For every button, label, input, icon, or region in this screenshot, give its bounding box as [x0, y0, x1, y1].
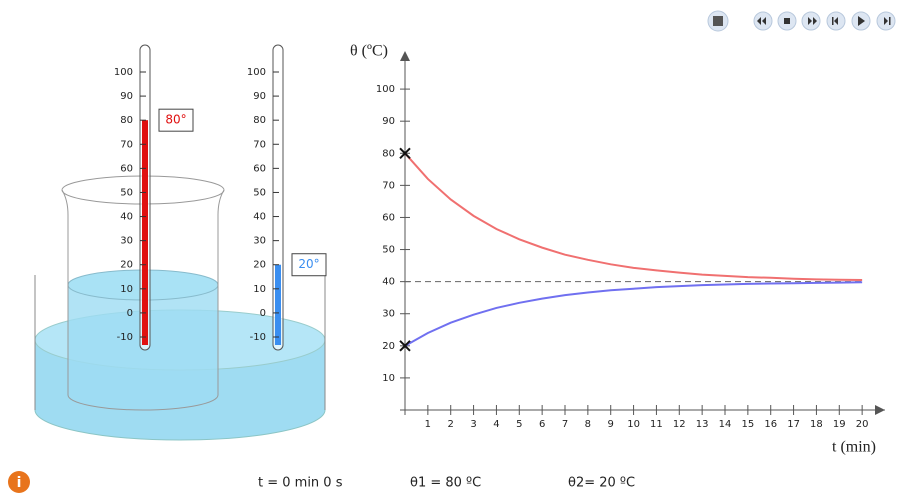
thermometer-tick-label: 50 — [253, 187, 266, 198]
toolbar-icons — [713, 16, 891, 26]
thermometer-tick-label: 80 — [253, 115, 266, 126]
reading-box — [291, 253, 327, 277]
x-tick-label: 15 — [741, 419, 754, 430]
reading-label: 80° — [165, 113, 186, 127]
x-tick-label: 14 — [719, 419, 732, 430]
thermometer-tick-label: 0 — [260, 308, 266, 319]
x-tick-label: 8 — [585, 419, 591, 430]
thermometer-tick-label: 10 — [120, 284, 133, 295]
thermometer-tick-label: 40 — [120, 212, 133, 223]
thermometer-tick-label: 30 — [253, 236, 266, 247]
x-tick-label: 19 — [833, 419, 846, 430]
x-tick-label: 2 — [448, 419, 454, 430]
x-tick-label: 11 — [650, 419, 663, 430]
x-tick-label: 12 — [673, 419, 686, 430]
thermometer-tick-label: 70 — [253, 139, 266, 150]
thermometer-tick-label: 50 — [120, 187, 133, 198]
y-tick-label: 20 — [382, 341, 395, 352]
thermometer-tick-label: 0 — [127, 308, 133, 319]
thermometer-tick-label: 10 — [253, 284, 266, 295]
x-tick-label: 1 — [425, 419, 431, 430]
x-tick-label: 6 — [539, 419, 545, 430]
x-axis-label: t (min) — [832, 439, 876, 456]
thermometer-tick-label: 70 — [120, 139, 133, 150]
start-marker — [399, 340, 411, 352]
thermometer-tick-label: 30 — [120, 236, 133, 247]
x-tick-label: 16 — [764, 419, 777, 430]
toolbar — [707, 10, 896, 32]
x-tick-label: 9 — [608, 419, 614, 430]
x-axis-arrow — [875, 405, 885, 415]
x-tick-label: 7 — [562, 419, 568, 430]
x-tick-label: 5 — [516, 419, 522, 430]
y-tick-label: 50 — [382, 245, 395, 256]
thermometer-tick-label: 20 — [120, 260, 133, 271]
reading-box — [158, 108, 194, 132]
thermometer-tick-label: 40 — [253, 212, 266, 223]
y-axis-label: θ (ºC) — [350, 43, 388, 60]
y-tick-label: 70 — [382, 180, 395, 191]
x-tick-label: 17 — [787, 419, 800, 430]
thermometer-tick-label: 80 — [120, 115, 133, 126]
y-tick-label: 80 — [382, 148, 395, 159]
y-tick-label: 10 — [382, 373, 395, 384]
apparatus — [34, 175, 326, 441]
x-tick-label: 10 — [627, 419, 640, 430]
thermometer-tick-label: 60 — [253, 163, 266, 174]
info-icon: i — [17, 475, 22, 491]
y-tick-label: 90 — [382, 116, 395, 127]
thermometer-tick-label: -10 — [117, 332, 133, 343]
x-tick-label: 13 — [696, 419, 709, 430]
thermometer-tick-label: 100 — [247, 67, 266, 78]
thermometer-tick-label: 60 — [120, 163, 133, 174]
thermometer-tick-label: 90 — [253, 91, 266, 102]
x-tick-label: 4 — [493, 419, 499, 430]
time-readout: t = 0 min 0 s — [258, 476, 343, 491]
theta2-readout: θ2= 20 ºC — [568, 476, 635, 491]
thermometer-tick-label: 90 — [120, 91, 133, 102]
y-tick-label: 40 — [382, 277, 395, 288]
y-axis-arrow — [400, 51, 410, 61]
y-tick-label: 60 — [382, 212, 395, 223]
info-button[interactable] — [8, 471, 30, 493]
y-tick-label: 100 — [376, 84, 395, 95]
thermometer-tick-label: 20 — [253, 260, 266, 271]
y-tick-label: 30 — [382, 309, 395, 320]
thermometers: 1009080706050403020100-1080°100908070605… — [114, 44, 327, 351]
x-tick-label: 3 — [470, 419, 476, 430]
start-marker — [399, 147, 411, 159]
thermometer-tick-label: -10 — [250, 332, 266, 343]
x-tick-label: 18 — [810, 419, 823, 430]
temperature-curve — [404, 281, 863, 347]
mercury-column — [142, 120, 148, 345]
reading-label: 20° — [298, 257, 319, 271]
thermometer-tick-label: 100 — [114, 67, 133, 78]
mercury-column — [275, 264, 281, 345]
x-tick-label: 20 — [856, 419, 869, 430]
theta1-readout: θ1 = 80 ºC — [410, 476, 481, 491]
temperature-curve — [404, 152, 863, 282]
